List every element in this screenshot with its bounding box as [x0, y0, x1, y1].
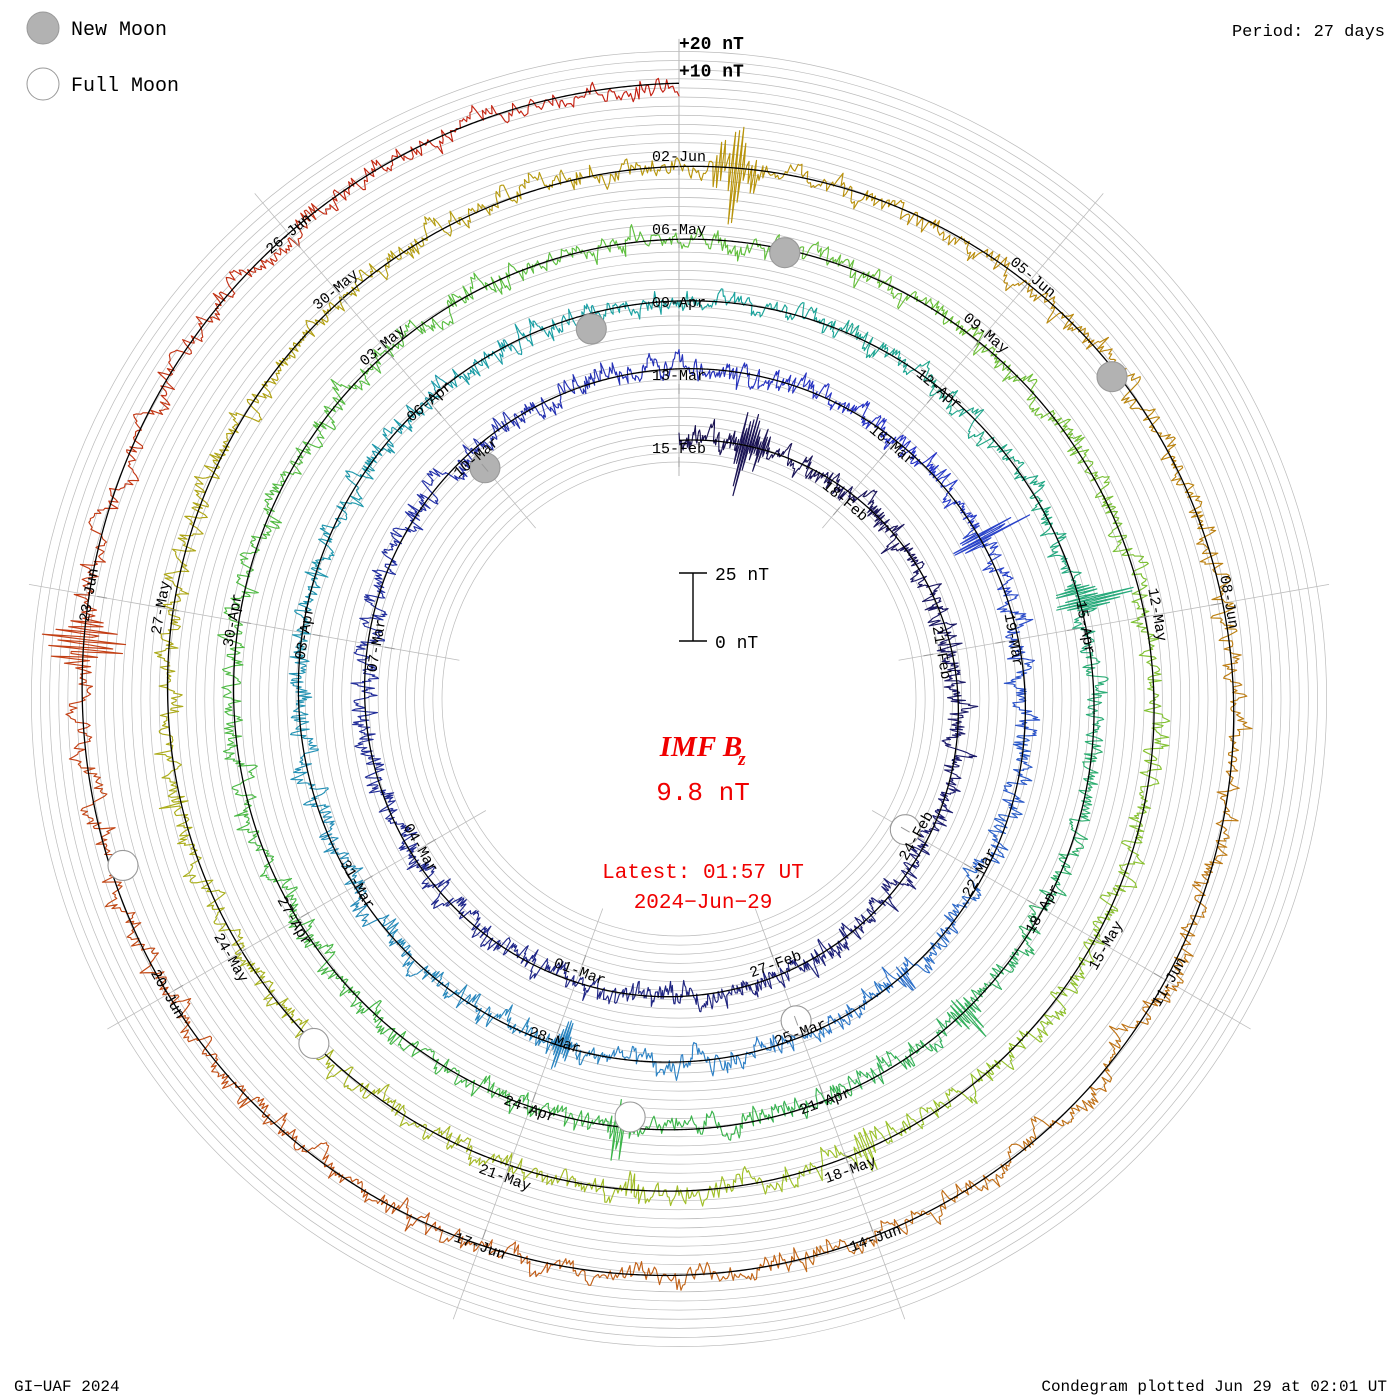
svg-text:13-Mar: 13-Mar — [652, 368, 706, 385]
svg-text:18-Apr: 18-Apr — [1023, 882, 1065, 937]
svg-text:+10 nT: +10 nT — [679, 62, 744, 82]
svg-text:22-Mar: 22-Mar — [959, 845, 1001, 900]
svg-text:2024−Jun−29: 2024−Jun−29 — [634, 892, 773, 915]
svg-text:Full Moon: Full Moon — [71, 75, 179, 98]
svg-text:Period: 27 days: Period: 27 days — [1232, 23, 1385, 42]
svg-text:06-May: 06-May — [652, 222, 706, 239]
svg-text:z: z — [737, 749, 746, 770]
svg-text:09-Apr: 09-Apr — [652, 295, 706, 312]
svg-text:21-Apr: 21-Apr — [797, 1085, 854, 1119]
svg-text:GI−UAF 2024: GI−UAF 2024 — [14, 1378, 120, 1396]
svg-text:20-Jun: 20-Jun — [146, 967, 188, 1022]
svg-text:06-Apr: 06-Apr — [404, 378, 456, 426]
svg-text:24-May: 24-May — [209, 930, 251, 985]
svg-text:08-Jun: 08-Jun — [1215, 574, 1241, 630]
svg-text:Condegram plotted Jun 29 at 02: Condegram plotted Jun 29 at 02:01 UT — [1041, 1378, 1387, 1396]
svg-text:9.8 nT: 9.8 nT — [656, 778, 750, 808]
svg-text:12-May: 12-May — [1143, 587, 1169, 643]
svg-text:25 nT: 25 nT — [715, 566, 769, 586]
svg-text:15-Feb: 15-Feb — [652, 441, 706, 458]
svg-text:Latest: 01:57 UT: Latest: 01:57 UT — [602, 862, 804, 885]
svg-text:03-May: 03-May — [357, 322, 409, 370]
svg-text:19-Mar: 19-Mar — [1000, 612, 1026, 668]
svg-text:IMF B: IMF B — [659, 731, 742, 763]
svg-text:0 nT: 0 nT — [715, 634, 758, 654]
svg-text:+20 nT: +20 nT — [679, 35, 744, 55]
svg-text:26-Jun: 26-Jun — [263, 211, 315, 259]
svg-text:17-Jun: 17-Jun — [451, 1230, 508, 1264]
svg-text:21-May: 21-May — [476, 1161, 533, 1195]
svg-text:15-May: 15-May — [1086, 918, 1128, 973]
svg-text:New Moon: New Moon — [71, 19, 167, 42]
svg-text:02-Jun: 02-Jun — [652, 149, 706, 166]
